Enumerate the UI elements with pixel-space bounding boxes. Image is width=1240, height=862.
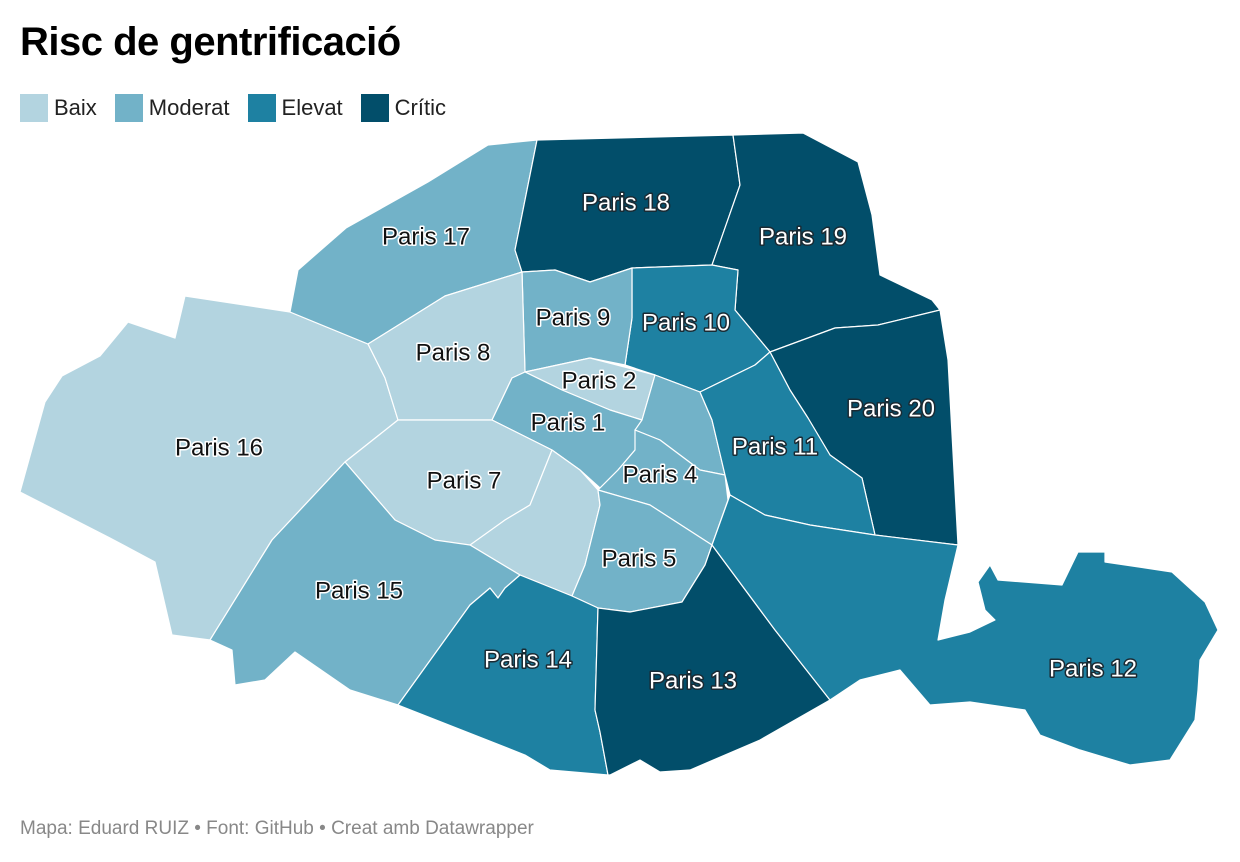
- legend-swatch-elevat: [247, 94, 276, 122]
- legend-item-critic: Crític: [360, 94, 446, 122]
- district-label-paris-15: Paris 15: [315, 577, 403, 604]
- legend: Baix Moderat Elevat Crític: [20, 94, 446, 122]
- district-label-paris-4: Paris 4: [623, 461, 698, 488]
- district-paris-11[interactable]: [699, 351, 876, 536]
- legend-swatch-baix: [20, 94, 48, 122]
- district-label-paris-20: Paris 20: [847, 395, 935, 422]
- district-label-paris-7: Paris 7: [427, 467, 502, 494]
- legend-label-elevat: Elevat: [281, 95, 343, 120]
- district-label-paris-16: Paris 16: [175, 434, 263, 461]
- district-label-paris-10: Paris 10: [642, 309, 730, 336]
- map-title: Risc de gentrificació: [20, 20, 401, 64]
- legend-swatch-moderat: [114, 94, 143, 122]
- district-label-paris-18: Paris 18: [582, 189, 670, 216]
- district-label-paris-8: Paris 8: [416, 339, 491, 366]
- district-label-paris-19: Paris 19: [759, 223, 847, 250]
- district-label-paris-2: Paris 2: [562, 367, 637, 394]
- district-label-paris-13: Paris 13: [649, 667, 737, 694]
- map-footer: Mapa: Eduard RUIZ • Font: GitHub • Creat…: [20, 818, 534, 839]
- district-label-paris-14: Paris 14: [484, 646, 572, 673]
- district-label-paris-11: Paris 11: [732, 433, 818, 460]
- legend-swatch-critic: [360, 94, 389, 122]
- legend-item-elevat: Elevat: [247, 94, 343, 122]
- district-paris-13[interactable]: [594, 544, 831, 776]
- legend-item-moderat: Moderat: [114, 94, 230, 122]
- district-label-paris-1: Paris 1: [531, 409, 606, 436]
- legend-label-moderat: Moderat: [148, 95, 230, 120]
- district-label-paris-12: Paris 12: [1049, 655, 1137, 682]
- legend-label-baix: Baix: [54, 95, 97, 120]
- legend-item-baix: Baix: [20, 94, 97, 122]
- legend-label-critic: Crític: [394, 95, 446, 120]
- district-label-paris-17: Paris 17: [382, 223, 470, 250]
- district-label-paris-9: Paris 9: [536, 304, 611, 331]
- district-label-paris-5: Paris 5: [602, 545, 677, 572]
- district-paris-12[interactable]: [711, 494, 1219, 766]
